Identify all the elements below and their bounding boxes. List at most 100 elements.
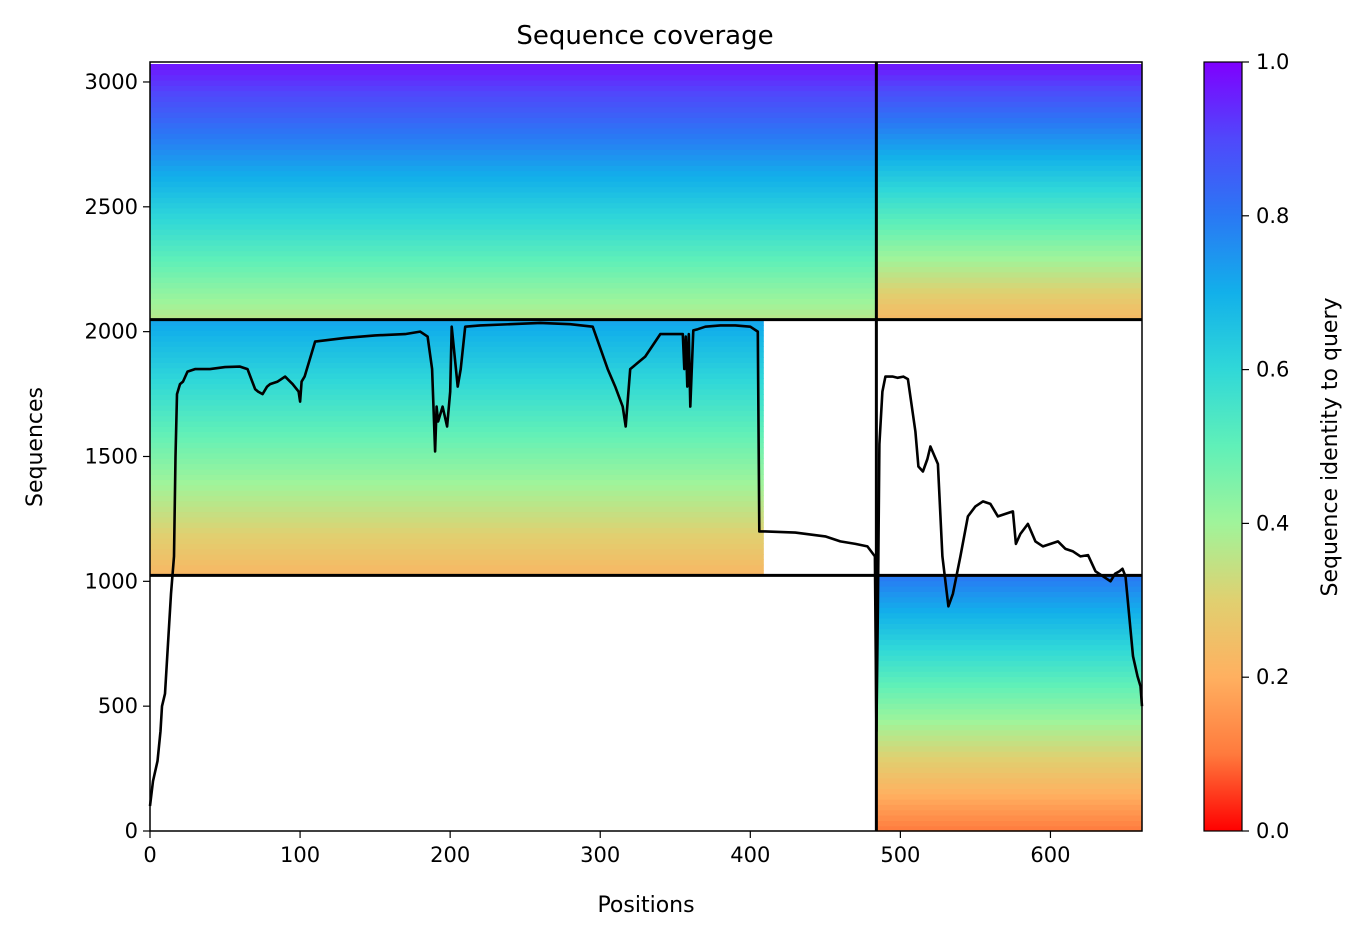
msa-band xyxy=(876,585,1142,592)
msa-band xyxy=(150,95,877,102)
x-tick-label: 400 xyxy=(730,843,770,867)
msa-band xyxy=(150,388,764,395)
colorbar-tick-label: 0.4 xyxy=(1256,511,1289,535)
msa-band xyxy=(150,117,877,124)
plot-area xyxy=(148,62,1144,832)
msa-band xyxy=(150,309,877,315)
msa-band xyxy=(876,671,1142,678)
msa-band xyxy=(150,346,764,353)
y-tick-label: 500 xyxy=(98,694,138,718)
x-tick-label: 300 xyxy=(580,843,620,867)
msa-band xyxy=(150,255,877,262)
msa-band xyxy=(876,708,1142,715)
msa-band xyxy=(876,202,1142,209)
msa-band xyxy=(150,538,764,544)
msa-band xyxy=(150,207,877,214)
msa-band xyxy=(876,149,1142,156)
msa-band xyxy=(150,213,877,220)
msa-band xyxy=(150,554,764,560)
msa-block-2 xyxy=(150,319,764,576)
msa-band xyxy=(150,511,764,518)
msa-band xyxy=(876,159,1142,166)
y-tick-label: 1000 xyxy=(85,569,138,593)
msa-band xyxy=(876,729,1142,736)
msa-band xyxy=(150,149,877,156)
colorbar-gradient xyxy=(1204,62,1242,831)
msa-band xyxy=(150,319,764,326)
msa-band xyxy=(876,133,1142,140)
msa-band xyxy=(150,218,877,225)
msa-band xyxy=(150,495,764,502)
msa-band xyxy=(150,303,877,310)
msa-band xyxy=(876,314,1142,321)
msa-band xyxy=(150,239,877,246)
y-tick-label: 1500 xyxy=(85,444,138,468)
x-axis-label: Positions xyxy=(597,893,694,918)
msa-band xyxy=(150,340,764,347)
msa-band xyxy=(150,90,877,97)
msa-band xyxy=(150,245,877,252)
msa-band xyxy=(876,175,1142,182)
msa-band xyxy=(876,660,1142,667)
msa-band xyxy=(150,85,877,92)
msa-band xyxy=(876,788,1142,795)
msa-band xyxy=(876,719,1142,726)
msa-band xyxy=(876,218,1142,225)
msa-band xyxy=(876,655,1142,662)
msa-band xyxy=(150,191,877,198)
msa-band xyxy=(150,458,764,465)
msa-band xyxy=(876,298,1142,305)
msa-band xyxy=(150,500,764,507)
msa-band xyxy=(876,804,1142,811)
msa-band xyxy=(876,79,1142,86)
colorbar-tick-label: 0.0 xyxy=(1256,819,1289,843)
msa-band xyxy=(150,293,877,299)
msa-band xyxy=(150,527,764,534)
msa-band xyxy=(150,548,764,555)
msa-band xyxy=(150,223,877,230)
msa-band xyxy=(876,607,1142,614)
msa-band xyxy=(150,463,764,470)
msa-band xyxy=(876,633,1142,640)
msa-band xyxy=(876,665,1142,672)
msa-band xyxy=(876,282,1142,289)
msa-band xyxy=(876,213,1142,220)
msa-band xyxy=(876,793,1142,800)
msa-band xyxy=(876,90,1142,97)
msa-band xyxy=(876,639,1142,646)
msa-band xyxy=(876,756,1142,763)
msa-band xyxy=(150,181,877,188)
msa-band xyxy=(150,197,877,204)
msa-band xyxy=(150,362,764,369)
msa-band xyxy=(876,85,1142,92)
colorbar: 0.0 0.2 0.4 0.6 0.8 1.0 Sequence identity to … xyxy=(1203,50,1343,843)
msa-band xyxy=(876,191,1142,198)
msa-band xyxy=(150,111,877,118)
msa-band xyxy=(150,127,877,134)
msa-band xyxy=(876,138,1142,145)
msa-band xyxy=(150,431,764,438)
msa-block-1 xyxy=(876,63,1142,321)
msa-band xyxy=(876,761,1142,768)
msa-band xyxy=(150,138,877,145)
msa-band xyxy=(876,154,1142,161)
msa-band xyxy=(150,484,764,491)
msa-band xyxy=(876,687,1142,694)
msa-band xyxy=(876,617,1142,624)
msa-band xyxy=(150,277,877,283)
y-tick-label: 2000 xyxy=(85,320,138,344)
msa-band xyxy=(876,825,1142,832)
msa-band xyxy=(876,783,1142,789)
msa-band xyxy=(876,580,1142,587)
msa-block-3 xyxy=(876,575,1142,832)
msa-band xyxy=(876,234,1142,241)
msa-band xyxy=(876,255,1142,262)
msa-band xyxy=(150,506,764,513)
msa-band xyxy=(876,820,1142,827)
msa-band xyxy=(876,644,1142,651)
colorbar-frame xyxy=(1203,61,1243,832)
msa-band xyxy=(150,330,764,337)
msa-band xyxy=(150,324,764,331)
x-axis: 0 100 200 300 400 500 600 xyxy=(143,831,1071,867)
msa-band xyxy=(150,564,764,571)
